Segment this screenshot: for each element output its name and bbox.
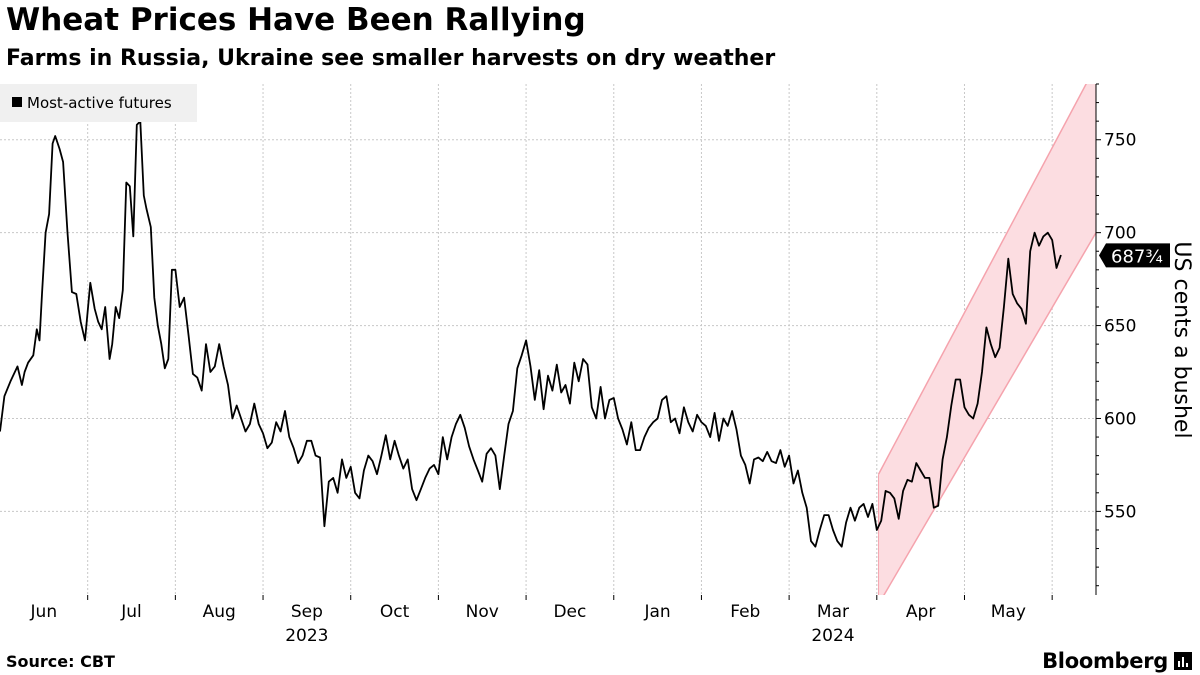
x-tick-label-Jul: Jul bbox=[120, 602, 142, 622]
y-tick-label-550: 550 bbox=[1104, 502, 1136, 522]
source-note: Source: CBT bbox=[6, 652, 115, 671]
trend-channel bbox=[878, 84, 1096, 595]
x-tick-label-May: May bbox=[991, 602, 1026, 622]
trend-channel-lower bbox=[883, 232, 1096, 595]
x-year-label-2023: 2023 bbox=[285, 626, 328, 646]
brand: Bloomberg bbox=[1042, 649, 1192, 673]
x-tick-label-Mar: Mar bbox=[817, 602, 849, 622]
brand-name: Bloomberg bbox=[1042, 649, 1168, 673]
x-tick-label-Nov: Nov bbox=[466, 602, 499, 622]
y-tick-label-700: 700 bbox=[1104, 224, 1136, 244]
chart-title: Wheat Prices Have Been Rallying bbox=[6, 2, 586, 38]
x-tick-label-Dec: Dec bbox=[553, 602, 586, 622]
trend-channel-upper bbox=[877, 84, 1087, 475]
x-tick-label-Aug: Aug bbox=[203, 602, 236, 622]
last-value-badge bbox=[1099, 243, 1170, 268]
x-tick-label-Oct: Oct bbox=[380, 602, 410, 622]
chart-subtitle: Farms in Russia, Ukraine see smaller har… bbox=[6, 46, 776, 71]
x-tick-label-Jun: Jun bbox=[30, 602, 58, 622]
y-tick-label-750: 750 bbox=[1104, 131, 1136, 151]
bloomberg-logo-icon bbox=[1174, 652, 1192, 670]
series-line-most-active-futures bbox=[0, 120, 1062, 548]
y-tick-label-600: 600 bbox=[1104, 409, 1136, 429]
last-value-label: 687¾ bbox=[1111, 246, 1163, 267]
x-tick-label-Feb: Feb bbox=[730, 602, 760, 622]
legend-swatch bbox=[12, 97, 22, 107]
x-year-label-2024: 2024 bbox=[811, 626, 854, 646]
x-tick-label-Jan: Jan bbox=[643, 602, 670, 622]
y-axis-title: US cents a bushel bbox=[1169, 241, 1194, 438]
legend-label: Most-active futures bbox=[27, 94, 172, 112]
legend-box bbox=[0, 84, 197, 122]
y-tick-label-650: 650 bbox=[1104, 317, 1136, 337]
x-tick-label-Apr: Apr bbox=[906, 602, 935, 622]
x-tick-label-Sep: Sep bbox=[291, 602, 323, 622]
